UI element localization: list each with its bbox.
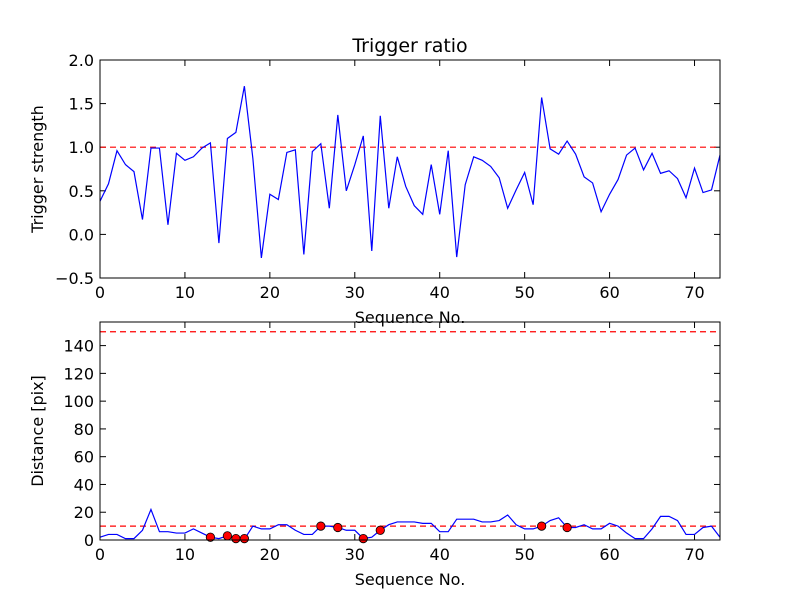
x-tick-label: 10 xyxy=(175,545,195,564)
y-tick-label: 120 xyxy=(63,364,94,383)
y-tick-label: 60 xyxy=(74,448,94,467)
x-tick-label: 60 xyxy=(599,283,619,302)
plot-frame xyxy=(99,321,721,541)
x-tick-label: 40 xyxy=(430,545,450,564)
data-point-marker xyxy=(562,522,572,533)
y-tick-label: 1.0 xyxy=(69,138,94,157)
data-point-marker xyxy=(358,534,368,544)
data-point-marker xyxy=(537,521,547,531)
y-tick-label: 140 xyxy=(63,337,94,356)
data-point-marker xyxy=(231,534,241,544)
x-tick-label: 70 xyxy=(684,283,704,302)
y-axis-title: Distance [pix] xyxy=(28,375,47,487)
y-tick-label: 40 xyxy=(74,475,94,494)
chart-title: Trigger ratio xyxy=(351,35,467,57)
x-tick-label: 20 xyxy=(260,545,280,564)
x-tick-label: 30 xyxy=(345,283,365,302)
data-point-marker xyxy=(316,521,326,531)
data-point-marker xyxy=(222,531,232,541)
data-point-marker xyxy=(375,525,385,535)
x-tick-label: 50 xyxy=(514,545,534,564)
y-axis-title: Trigger strength xyxy=(28,105,47,234)
series-line xyxy=(99,507,721,540)
x-tick-label: 10 xyxy=(175,283,195,302)
y-tick-label: 20 xyxy=(74,503,94,522)
x-tick-label: 70 xyxy=(684,545,704,564)
y-tick-label: 0 xyxy=(84,531,94,550)
data-point-marker xyxy=(239,534,249,544)
y-tick-label: 100 xyxy=(63,392,94,411)
data-point-marker xyxy=(333,522,343,533)
plot-frame xyxy=(99,59,721,279)
x-axis-title: Sequence No. xyxy=(355,308,466,327)
x-tick-label: 20 xyxy=(260,283,280,302)
y-tick-label: 80 xyxy=(74,420,94,439)
data-point-marker xyxy=(205,532,216,542)
x-tick-label: 0 xyxy=(95,545,105,564)
x-axis-title: Sequence No. xyxy=(355,570,466,589)
x-tick-label: 50 xyxy=(514,283,534,302)
y-tick-label: 1.5 xyxy=(69,95,94,114)
x-tick-label: 60 xyxy=(599,545,619,564)
x-tick-label: 40 xyxy=(430,283,450,302)
y-tick-label: 0.0 xyxy=(69,225,94,244)
x-tick-label: 0 xyxy=(95,283,105,302)
x-tick-label: 30 xyxy=(345,545,365,564)
trigger-ratio-panel: Trigger ratio 0 10 20 30 40 50 60 70 −0.5 0.0 0.5 1.… xyxy=(28,35,721,327)
y-tick-label: 2.0 xyxy=(69,51,94,70)
y-tick-label: −0.5 xyxy=(55,269,94,288)
y-tick-label: 0.5 xyxy=(69,182,94,201)
series-line xyxy=(99,86,721,259)
distance-panel: 0 10 20 30 40 50 60 70 0 20 40 60 80 100 120 140 Sequenc… xyxy=(28,321,721,589)
